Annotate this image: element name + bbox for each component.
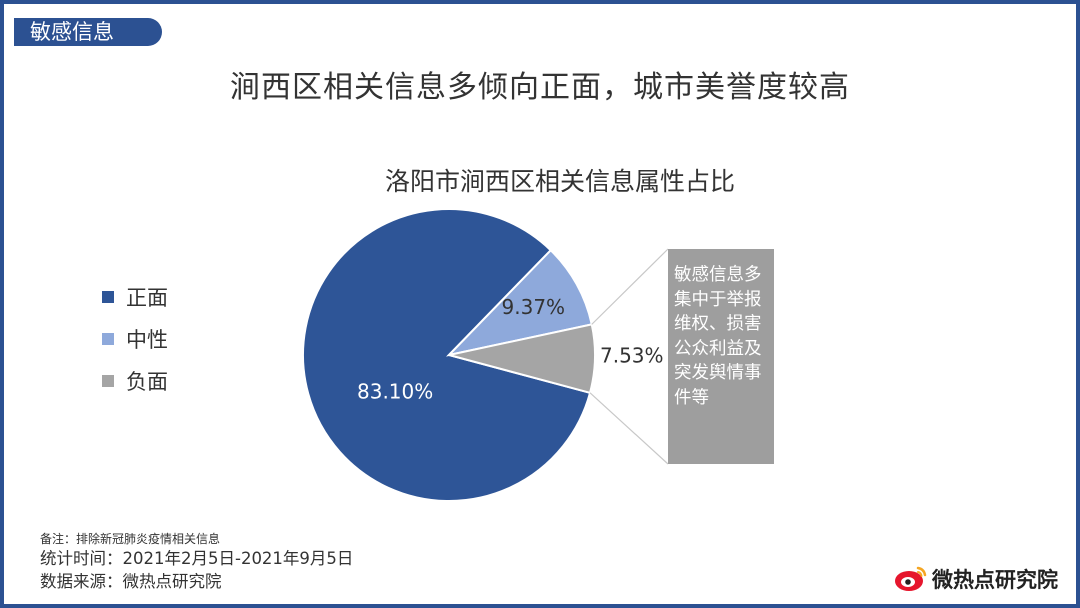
- callout-connector-top: [591, 248, 669, 325]
- legend-item-negative: 负面: [102, 360, 168, 402]
- pie-slice-negative: [448, 323, 596, 395]
- data-label-neutral: 9.37%: [502, 295, 566, 319]
- brand-logo: 微热点研究院: [894, 564, 1058, 594]
- note-remark: 备注：排除新冠肺炎疫情相关信息: [40, 532, 221, 546]
- legend-label-neutral: 中性: [126, 328, 168, 352]
- negative-callout-box: 敏感信息多集中于举报维权、损害公众利益及突发舆情事件等: [668, 249, 774, 464]
- chart-legend: 正面 中性 负面: [102, 276, 168, 402]
- callout-connector-bottom: [589, 392, 669, 465]
- data-label-negative: 7.53%: [600, 344, 664, 368]
- legend-swatch-negative: [102, 375, 114, 387]
- section-tag: 敏感信息: [14, 18, 162, 46]
- chart-title: 洛阳市涧西区相关信息属性占比: [384, 167, 735, 196]
- legend-swatch-positive: [102, 291, 114, 303]
- footnotes: 备注：排除新冠肺炎疫情相关信息 统计时间：2021年2月5日-2021年9月5日…: [40, 531, 353, 593]
- data-label-positive: 83.10%: [357, 380, 433, 404]
- legend-item-positive: 正面: [102, 276, 168, 318]
- legend-label-negative: 负面: [126, 370, 168, 394]
- legend-swatch-neutral: [102, 333, 114, 345]
- note-source: 数据来源：微热点研究院: [40, 572, 222, 591]
- weibo-eye-icon: [895, 566, 927, 591]
- legend-label-positive: 正面: [126, 286, 168, 310]
- note-period: 统计时间：2021年2月5日-2021年9月5日: [40, 549, 354, 568]
- logo-text: 微热点研究院: [932, 568, 1058, 592]
- slide-headline: 涧西区相关信息多倾向正面，城市美誉度较高: [230, 70, 850, 105]
- legend-item-neutral: 中性: [102, 318, 168, 360]
- pie-slice-positive: [302, 208, 592, 502]
- pie-slice-neutral: [445, 248, 593, 357]
